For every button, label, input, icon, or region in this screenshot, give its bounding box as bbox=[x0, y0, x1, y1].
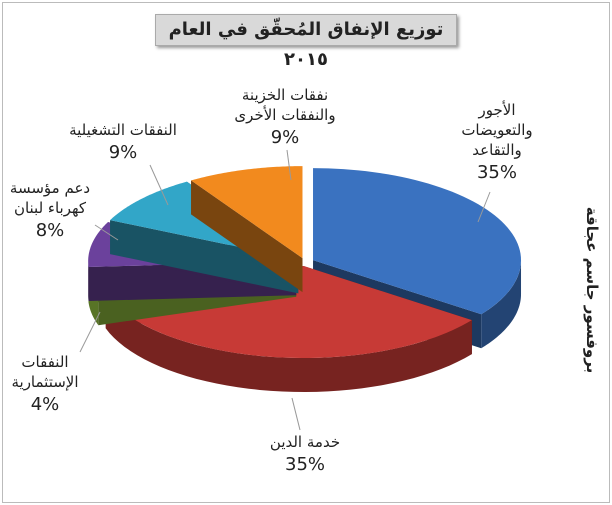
slice-wall bbox=[110, 220, 299, 294]
slice-side bbox=[105, 294, 472, 392]
slice-label: خدمة الدين 35% bbox=[270, 432, 340, 475]
leader-line bbox=[149, 164, 169, 206]
slice-label: النفقات الإستثمارية 4% bbox=[11, 352, 78, 415]
slice bbox=[191, 166, 303, 293]
value-label: 8% bbox=[35, 220, 65, 241]
category-label: النفقات الإستثمارية bbox=[11, 353, 79, 391]
slice-top bbox=[313, 168, 522, 315]
slice-side bbox=[481, 260, 522, 349]
value-label: 35% bbox=[284, 454, 326, 475]
slice-label: النفقات التشغيلية 9% bbox=[69, 120, 177, 163]
value-label: 9% bbox=[270, 127, 300, 148]
value-label: 4% bbox=[30, 394, 60, 415]
annotation: بروفسور جاسم عجاقة bbox=[583, 206, 601, 374]
slice-label: الأجور والتعويضات والتقاعد 35% bbox=[461, 100, 532, 183]
slice-label: نفقات الخزينة والنفقات الأخرى 9% bbox=[234, 85, 335, 148]
leader-line bbox=[94, 224, 119, 241]
value-label: 35% bbox=[476, 162, 517, 183]
category-label: دعم مؤسسة كهرباء لبنان bbox=[9, 179, 91, 217]
chart-title: توزيع الإنفاق المُحقّق في العام ٢٠١٥ bbox=[155, 14, 457, 70]
category-label: نفقات الخزينة والنفقات الأخرى bbox=[234, 86, 336, 124]
slice-label: دعم مؤسسة كهرباء لبنان 8% bbox=[10, 178, 90, 241]
leader-line bbox=[291, 397, 301, 431]
slice-top bbox=[191, 166, 303, 259]
leader-line bbox=[286, 149, 292, 181]
category-label: الأجور والتعويضات والتقاعد bbox=[461, 101, 533, 159]
category-label: خدمة الدين bbox=[269, 433, 341, 451]
category-label: النفقات التشغيلية bbox=[69, 121, 177, 139]
slice-wall bbox=[191, 180, 303, 293]
value-label: 9% bbox=[108, 142, 138, 163]
leader-line bbox=[477, 191, 491, 223]
leader-line bbox=[79, 311, 101, 353]
